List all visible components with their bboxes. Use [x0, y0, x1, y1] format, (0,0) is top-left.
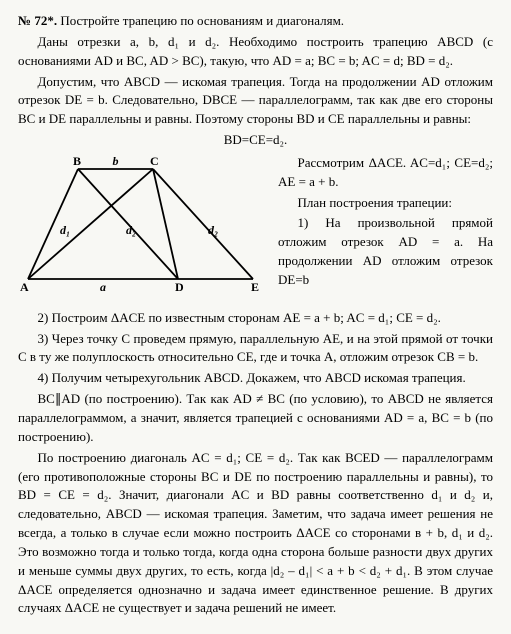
- figure-row: A B C D Eb d₁ d₂ d₂ a Рассмотрим ΔACE. AC=d₁; CE…: [18, 154, 493, 305]
- svg-text:D: D: [175, 280, 184, 294]
- para-6: BC∥AD (по построению). Так как AD ≠ BC (…: [18, 390, 493, 447]
- equation-1: BD=CE=d₂.: [18, 131, 493, 150]
- side-para-2: План построения трапеции:: [278, 194, 493, 213]
- svg-text:C: C: [150, 154, 159, 168]
- figure-side-text: Рассмотрим ΔACE. AC=d₁; CE=d₂; AE = a + …: [278, 154, 493, 292]
- side-para-1: Рассмотрим ΔACE. AC=d₁; CE=d₂; AE = a + …: [278, 154, 493, 192]
- para-7: По построению диагональ AC = d₁; CE = d₂…: [18, 449, 493, 619]
- trapezoid-svg: A B C D Eb d₁ d₂ d₂ a: [18, 154, 268, 299]
- svg-text:E: E: [251, 280, 259, 294]
- svg-text:A: A: [20, 280, 29, 294]
- para-1: Даны отрезки a, b, d₁ и d₂. Необходимо п…: [18, 33, 493, 71]
- problem-number: № 72*.: [18, 13, 57, 28]
- para-3: 2) Построим ΔACE по известным сторонам A…: [18, 309, 493, 328]
- problem-title: Постройте трапецию по основаниям и диаго…: [60, 13, 344, 28]
- para-4: 3) Через точку C проведем прямую, паралл…: [18, 330, 493, 368]
- svg-text:d₁: d₁: [60, 223, 70, 237]
- side-para-3: 1) На произвольной прямой отложим отрезо…: [278, 214, 493, 289]
- svg-text:B: B: [73, 154, 81, 168]
- figure-diagram: A B C D Eb d₁ d₂ d₂ a: [18, 154, 268, 305]
- svg-text:a: a: [100, 280, 106, 294]
- svg-text:d₂: d₂: [126, 223, 136, 237]
- svg-text:b: b: [113, 154, 119, 168]
- para-2: Допустим, что ABCD — искомая трапеция. Т…: [18, 73, 493, 130]
- problem-heading: № 72*. Постройте трапецию по основаниям …: [18, 12, 493, 31]
- para-5: 4) Получим четырехугольник ABCD. Докажем…: [18, 369, 493, 388]
- svg-text:d₂: d₂: [208, 223, 218, 237]
